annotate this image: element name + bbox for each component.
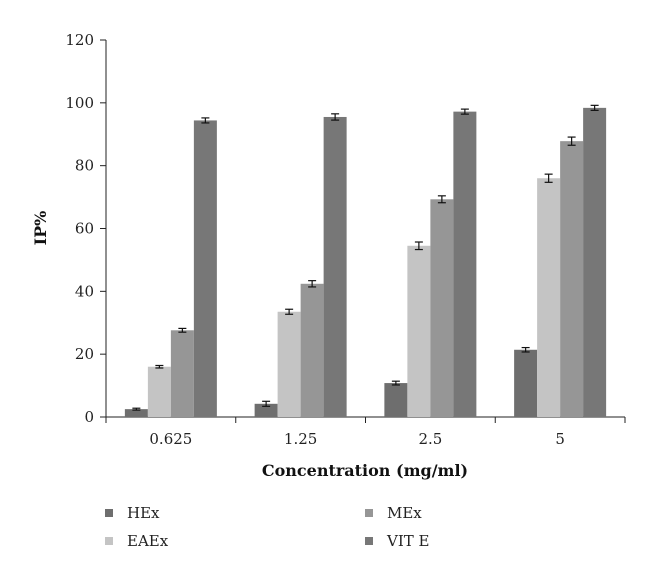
bar-hex-2.5 — [384, 383, 408, 417]
legend-swatch-hex — [105, 509, 113, 517]
x-tick-label: 5 — [555, 430, 565, 448]
y-tick-label: 0 — [84, 408, 94, 426]
bar-eaex-0.625 — [147, 366, 171, 417]
x-tick-label: 0.625 — [149, 430, 192, 448]
y-tick-label: 100 — [65, 94, 94, 112]
legend-swatch-vit-e — [365, 537, 373, 545]
bar-mex-5 — [560, 141, 584, 417]
y-tick-label: 120 — [65, 31, 94, 49]
bar-eaex-2.5 — [407, 245, 431, 417]
y-tick-label: 60 — [75, 220, 94, 238]
bar-hex-0.625 — [124, 409, 148, 417]
legend-swatch-eaex — [105, 537, 113, 545]
bar-vit-e-0.625 — [193, 120, 217, 417]
bar-hex-5 — [514, 349, 538, 417]
bar-eaex-1.25 — [277, 311, 301, 417]
x-axis-title: Concentration (mg/ml) — [262, 461, 468, 480]
bar-mex-2.5 — [430, 199, 454, 417]
y-tick-label: 80 — [75, 157, 94, 175]
legend-label: VIT E — [386, 532, 429, 550]
legend-swatch-mex — [365, 509, 373, 517]
legend-label: HEx — [127, 504, 160, 522]
bar-vit-e-5 — [583, 107, 607, 418]
legend-label: EAEx — [127, 532, 169, 550]
bar-mex-0.625 — [170, 330, 194, 417]
bar-eaex-5 — [537, 178, 561, 417]
legend: HEx EAEx MEx VIT E — [105, 504, 429, 550]
x-tick-label: 2.5 — [418, 430, 442, 448]
bars — [124, 104, 607, 418]
y-axis: 0 20 40 60 80 100 120 — [65, 31, 107, 426]
bar-vit-e-1.25 — [323, 116, 347, 418]
bar-hex-1.25 — [254, 403, 278, 417]
y-axis-title: IP% — [31, 211, 50, 246]
bar-vit-e-2.5 — [453, 111, 477, 417]
x-tick-label: 1.25 — [284, 430, 317, 448]
legend-label: MEx — [387, 504, 422, 522]
bar-mex-1.25 — [300, 283, 324, 417]
y-tick-label: 20 — [75, 345, 94, 363]
x-axis: 0.625 1.25 2.5 5 — [105, 416, 626, 448]
y-tick-label: 40 — [75, 282, 94, 300]
